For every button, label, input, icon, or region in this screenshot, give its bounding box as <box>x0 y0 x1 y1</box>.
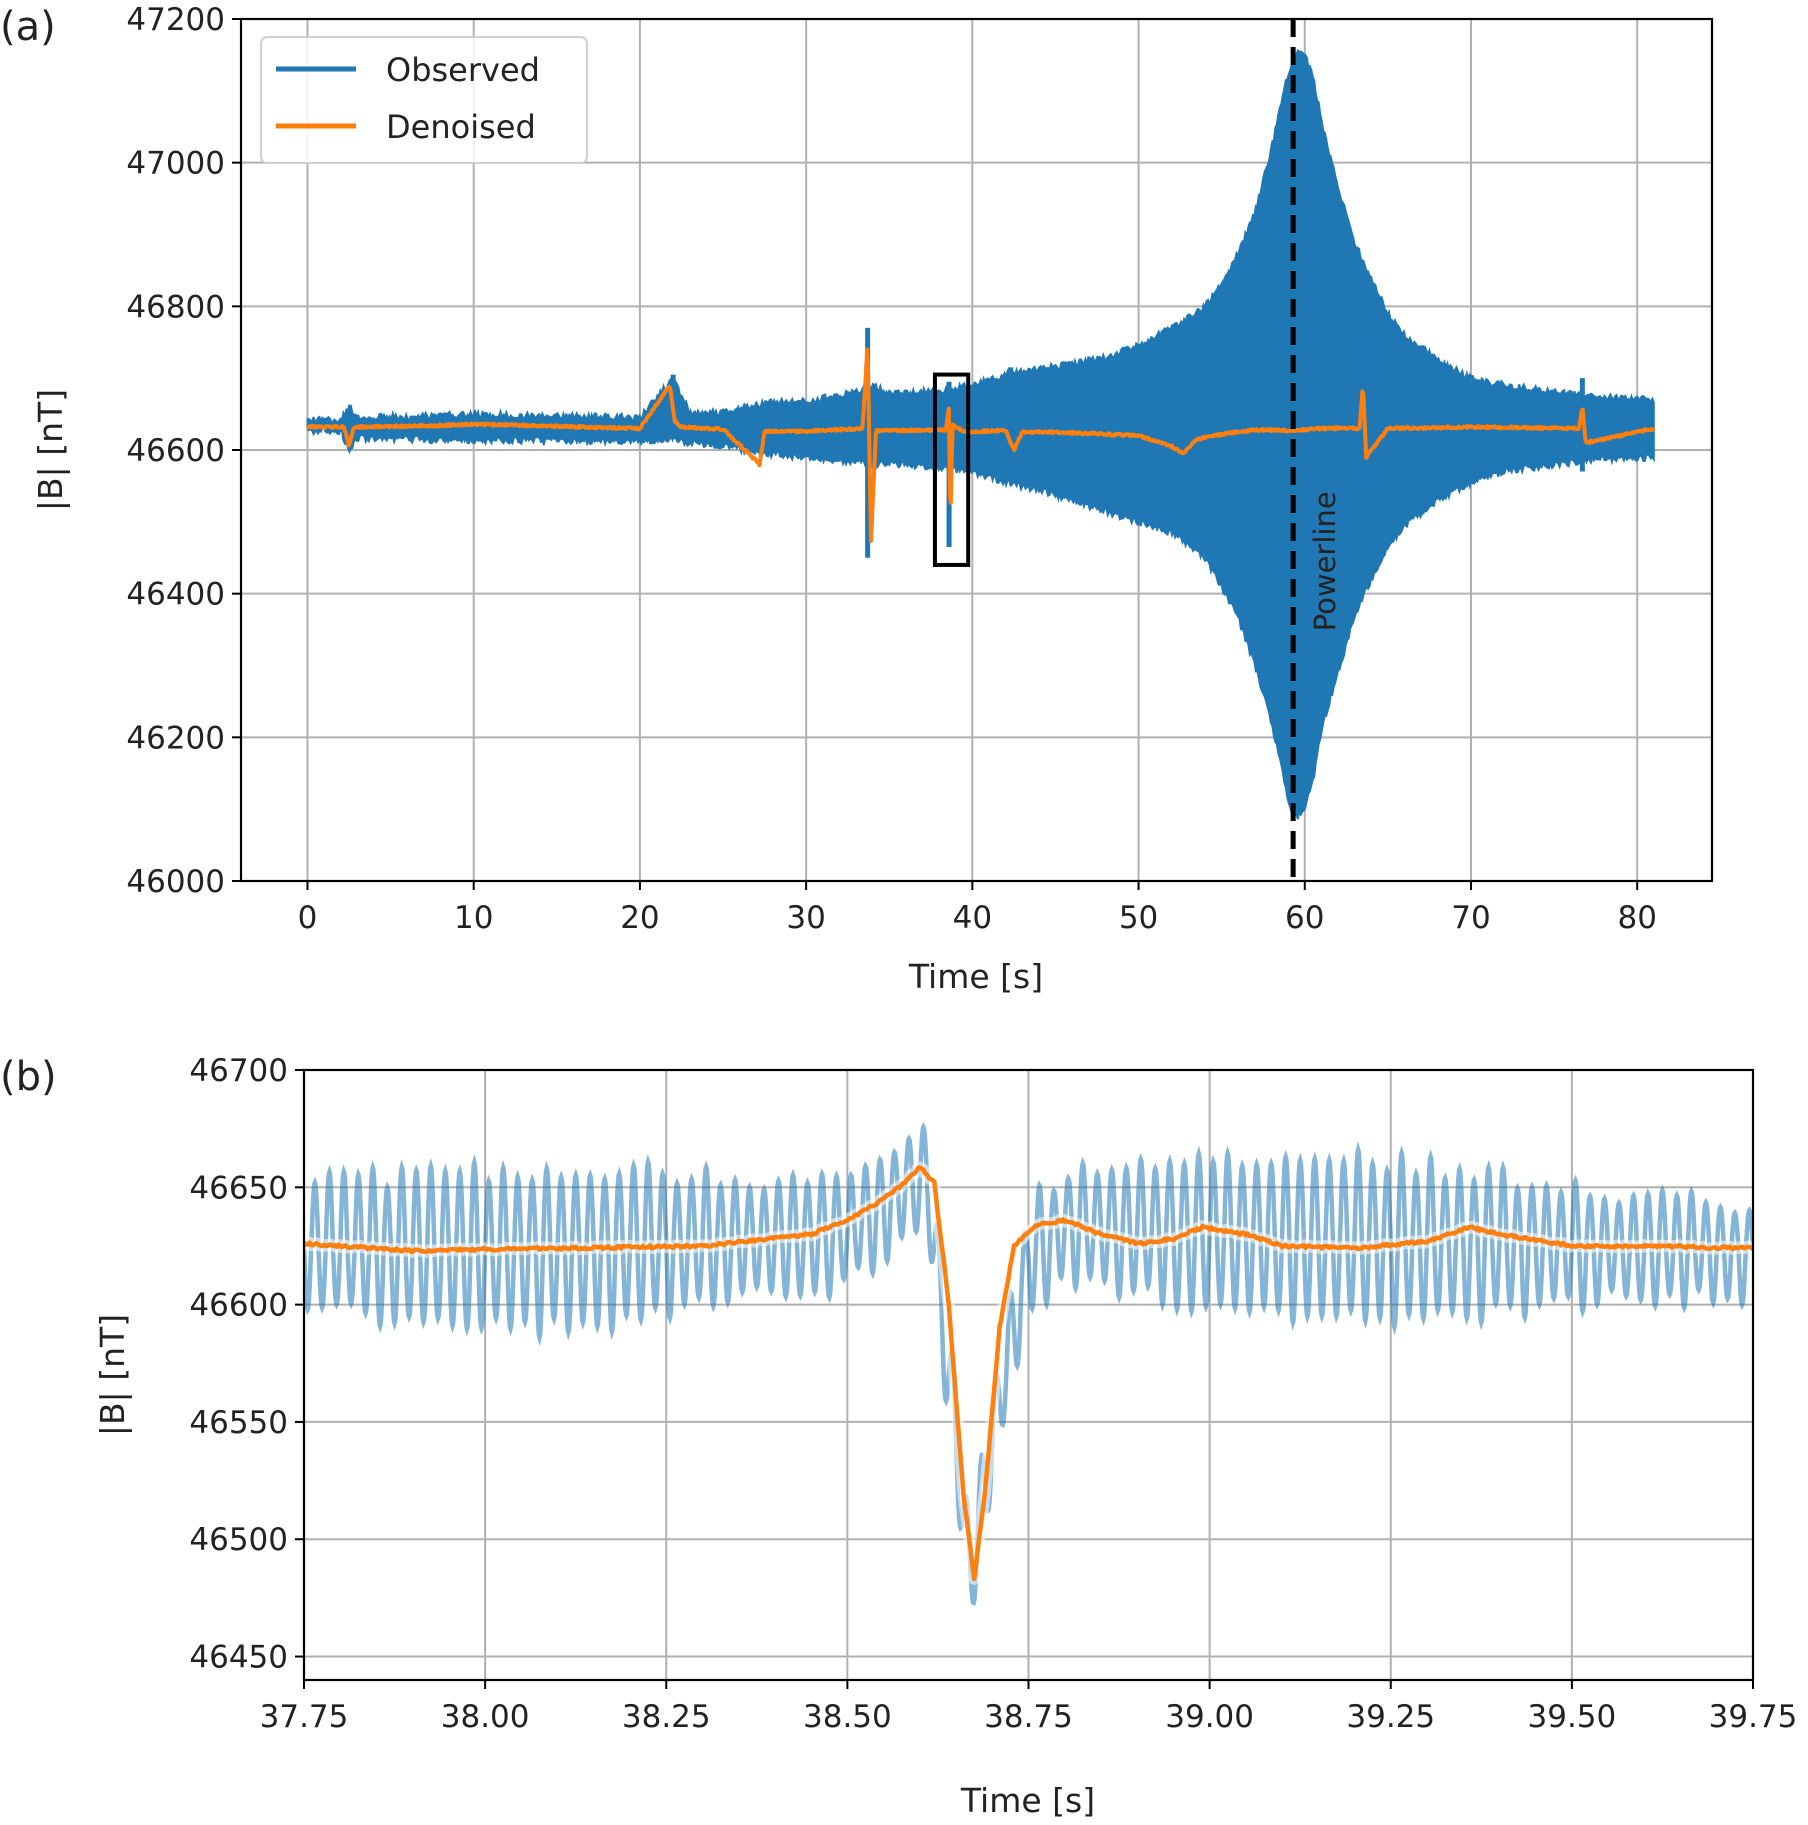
panel-label-b: (b) <box>0 1054 57 1100</box>
y-axis-title-a: |B| [nT] <box>31 389 70 511</box>
x-tick-label: 38.50 <box>803 1699 892 1735</box>
x-tick-label: 38.00 <box>441 1699 530 1735</box>
x-tick-label: 30 <box>786 900 825 936</box>
observed-series-zoom <box>304 1121 1753 1606</box>
x-tick-label: 60 <box>1285 900 1324 936</box>
observed-series <box>306 48 1655 820</box>
y-tick-label: 46550 <box>189 1405 288 1441</box>
legend-label-denoised: Denoised <box>386 108 536 146</box>
denoised-series-zoom <box>304 1165 1753 1582</box>
x-tick-label: 10 <box>454 900 493 936</box>
data-layer-b <box>304 1121 1753 1606</box>
y-tick-label: 46600 <box>189 1288 288 1324</box>
y-tick-label: 46450 <box>189 1640 288 1676</box>
ticks-a: 0 10 20 30 40 50 60 70 80 46000 46200 46400 46600 468… <box>126 2 1657 936</box>
y-axis-title-b: |B| [nT] <box>93 1314 132 1436</box>
denoised-series <box>306 347 1656 543</box>
y-tick-label: 47000 <box>126 146 225 182</box>
x-tick-label: 70 <box>1451 900 1490 936</box>
legend-label-observed: Observed <box>386 51 540 89</box>
x-tick-label: 39.00 <box>1165 1699 1254 1735</box>
ticks-b: 37.75 38.00 38.25 38.50 38.75 39.00 39.25 39.50… <box>189 1053 1797 1735</box>
y-tick-label: 46700 <box>189 1053 288 1089</box>
zoom-box <box>932 372 971 567</box>
x-tick-label: 39.25 <box>1346 1699 1435 1735</box>
x-tick-label: 38.25 <box>622 1699 711 1735</box>
x-tick-label: 80 <box>1617 900 1656 936</box>
x-tick-label: 39.75 <box>1709 1699 1798 1735</box>
y-tick-label: 47200 <box>126 2 225 38</box>
y-tick-label: 46800 <box>126 289 225 325</box>
x-axis-title-b: Time [s] <box>960 1781 1095 1820</box>
x-tick-label: 50 <box>1119 900 1158 936</box>
panel-b: (b) 37.75 38.00 38.25 38.50 38.75 39.00 39.25 3… <box>0 1053 1797 1820</box>
panel-label-a: (a) <box>0 4 56 50</box>
x-tick-label: 0 <box>298 900 318 936</box>
data-layer-a <box>306 19 1656 881</box>
x-tick-label: 38.75 <box>984 1699 1073 1735</box>
y-tick-label: 46000 <box>126 864 225 900</box>
x-tick-label: 20 <box>620 900 659 936</box>
y-tick-label: 46200 <box>126 720 225 756</box>
y-tick-label: 46400 <box>126 577 225 613</box>
x-tick-label: 39.50 <box>1528 1699 1617 1735</box>
x-axis-title-a: Time [s] <box>908 957 1043 996</box>
panel-a: (a) 0 10 20 30 40 50 60 70 80 46000 46200 46400 4660… <box>0 2 1714 996</box>
x-tick-label: 40 <box>953 900 992 936</box>
x-tick-label: 37.75 <box>260 1699 349 1735</box>
y-tick-label: 46600 <box>126 433 225 469</box>
powerline-label: Powerline <box>1308 491 1342 631</box>
legend: Observed Denoised <box>260 36 588 164</box>
y-tick-label: 46500 <box>189 1522 288 1558</box>
y-tick-label: 46650 <box>189 1170 288 1206</box>
